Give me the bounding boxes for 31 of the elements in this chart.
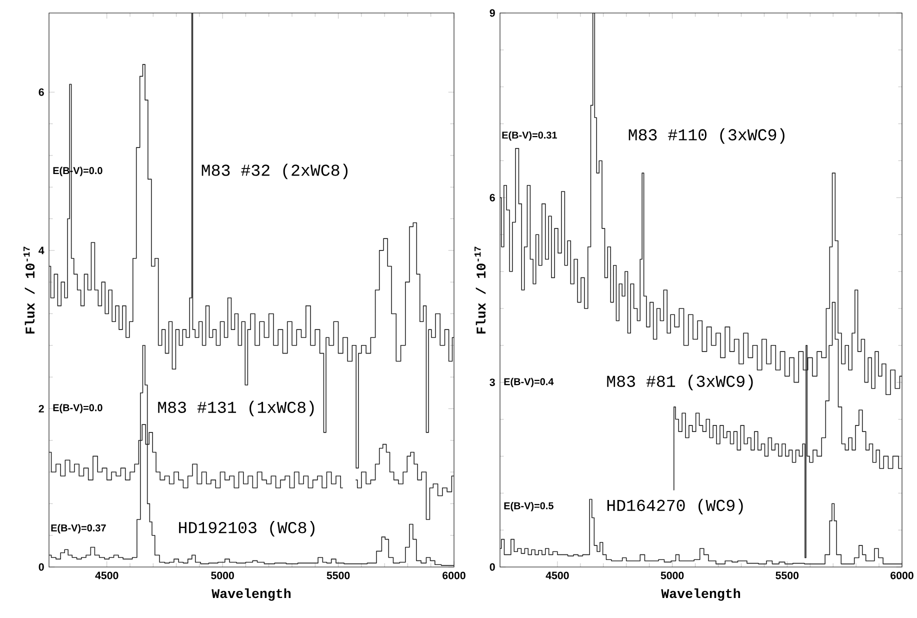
y-tick-label: 0 (490, 563, 495, 571)
x-tick-label: 4500 (95, 572, 118, 580)
annotation: E(B-V)=0.0 (53, 404, 102, 414)
annotation: E(B-V)=0.4 (504, 378, 554, 388)
annotation: E(B-V)=0.31 (502, 131, 557, 141)
x-tick-label: 4500 (546, 572, 569, 580)
annotation: M83 #131 (1xWC8) (158, 400, 314, 416)
y-axis-title: Flux / 10$^{-17}$ (24, 246, 35, 334)
x-axis-title: Wavelength (661, 588, 740, 601)
y-tick-label: 9 (490, 9, 495, 17)
annotation: HD192103 (WC8) (179, 521, 314, 537)
y-tick-label: 3 (490, 378, 495, 386)
x-tick-label: 6000 (442, 572, 466, 580)
x-tick-label: 5000 (660, 572, 684, 580)
annotation: M83 #110 (3xWC9) (628, 128, 784, 144)
y-tick-label: 4 (38, 246, 44, 254)
x-tick-label: 5500 (326, 572, 350, 580)
x-axis-title: Wavelength (212, 588, 291, 601)
x-tick-label: 5500 (776, 572, 799, 580)
annotation: E(B-V)=0.5 (504, 502, 554, 512)
y-tick-label: 2 (38, 405, 44, 412)
annotation: E(B-V)=0.37 (51, 524, 106, 534)
y-tick-label: 6 (38, 88, 44, 96)
annotation: M83 #81 (3xWC9) (607, 374, 753, 390)
x-tick-label: 5000 (211, 572, 234, 580)
y-tick-label: 6 (490, 194, 495, 202)
annotation: M83 #32 (2xWC8) (202, 164, 348, 180)
x-tick-label: 6000 (890, 572, 914, 580)
annotation: HD164270 (WC9) (607, 498, 743, 514)
y-axis-title: Flux / 10$^{-17}$ (474, 246, 486, 334)
y-tick-label: 0 (38, 563, 44, 571)
